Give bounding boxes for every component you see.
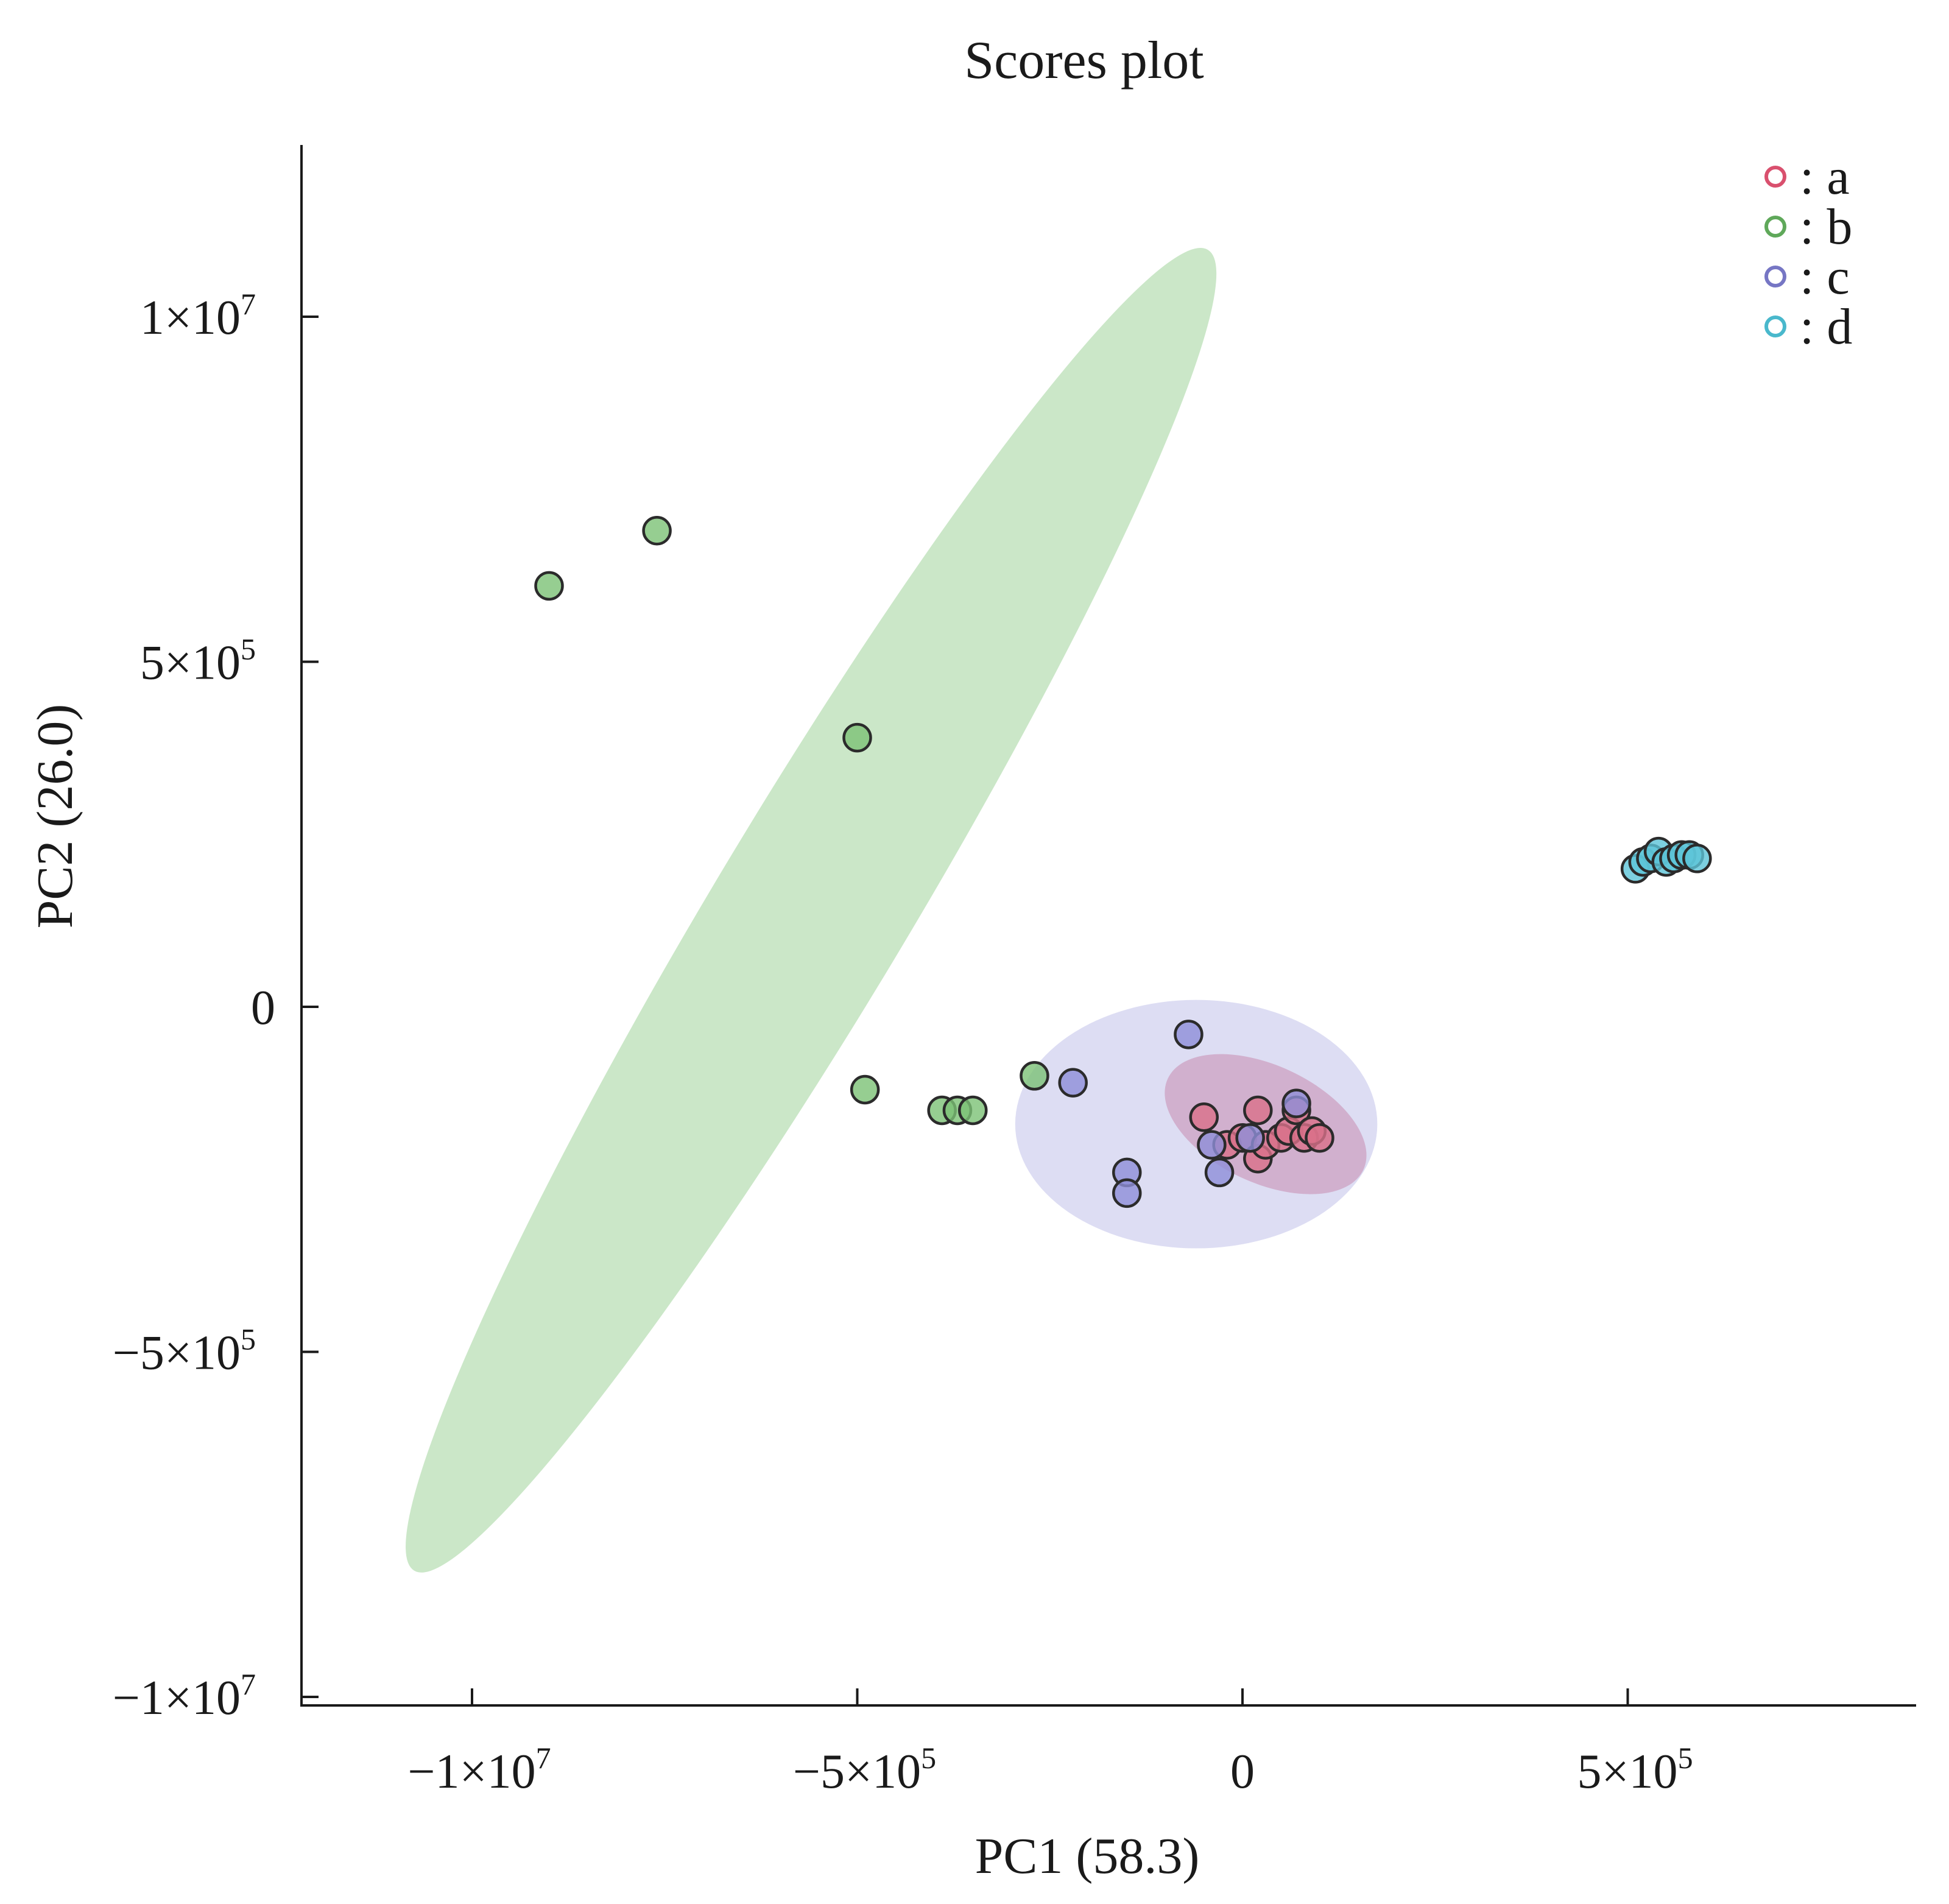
y-tick-label: 1×107 bbox=[140, 287, 256, 345]
x-axis-ticks: −1×107 −5×105 0 5×105 bbox=[407, 1688, 1693, 1799]
point-c-4 bbox=[1112, 1178, 1142, 1208]
x-tick-label: 5×105 bbox=[1577, 1741, 1693, 1799]
data-points bbox=[534, 515, 1712, 1208]
point-a-12 bbox=[1305, 1123, 1334, 1153]
point-a-4 bbox=[1243, 1095, 1273, 1126]
point-d-9 bbox=[1682, 844, 1712, 873]
point-b-8 bbox=[1020, 1061, 1049, 1091]
y-tick-label: −5×105 bbox=[113, 1322, 256, 1380]
x-tick-label: −5×105 bbox=[793, 1741, 936, 1799]
legend-label-c: : c bbox=[1800, 249, 1850, 305]
legend-marker-d bbox=[1764, 316, 1786, 337]
point-c-2 bbox=[1058, 1068, 1088, 1098]
point-c-1 bbox=[1174, 1020, 1204, 1049]
point-c-7 bbox=[1235, 1123, 1265, 1153]
point-b-7 bbox=[958, 1095, 988, 1126]
legend: : a: b: c: d bbox=[1764, 149, 1852, 355]
legend-marker-c bbox=[1764, 266, 1786, 287]
legend-marker-a bbox=[1764, 166, 1786, 188]
y-axis-title: PC2 (26.0) bbox=[27, 704, 83, 929]
y-tick-label: −1×107 bbox=[113, 1667, 256, 1725]
point-b-3 bbox=[842, 722, 872, 753]
point-a-1 bbox=[1189, 1102, 1219, 1132]
x-axis-title: PC1 (58.3) bbox=[975, 1828, 1200, 1885]
point-c-6 bbox=[1204, 1157, 1235, 1188]
x-tick-label: 0 bbox=[1230, 1745, 1255, 1799]
point-b-1 bbox=[534, 571, 564, 601]
ellipse-series-b bbox=[406, 247, 1217, 1573]
chart-title: Scores plot bbox=[964, 31, 1204, 90]
y-tick-label: 5×105 bbox=[140, 632, 256, 690]
point-b-4 bbox=[850, 1074, 880, 1105]
point-c-5 bbox=[1197, 1130, 1227, 1160]
y-tick-label: 0 bbox=[251, 981, 275, 1035]
point-c-8 bbox=[1281, 1088, 1311, 1118]
y-axis-ticks: 1×107 5×105 0 −5×105 −1×107 bbox=[113, 287, 319, 1725]
legend-label-a: : a bbox=[1800, 149, 1850, 205]
legend-label-b: : b bbox=[1800, 199, 1852, 255]
point-b-2 bbox=[642, 515, 672, 546]
x-tick-label: −1×107 bbox=[407, 1741, 551, 1799]
legend-label-d: : d bbox=[1800, 298, 1852, 355]
confidence-ellipses bbox=[406, 247, 1378, 1573]
legend-marker-b bbox=[1764, 216, 1786, 238]
